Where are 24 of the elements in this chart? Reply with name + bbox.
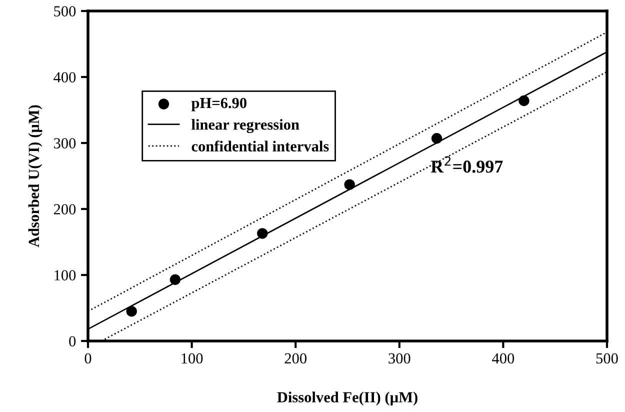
x-tick-label: 200: [284, 353, 306, 364]
legend-label: confidential intervals: [192, 140, 329, 152]
x-axis-title: Dissolved Fe(II) (µM): [277, 392, 418, 406]
y-tick-label: 0: [69, 336, 76, 346]
point: [257, 228, 268, 239]
x-tick-label: 100: [182, 353, 203, 364]
x-tick-label: 400: [492, 353, 514, 364]
x-tick-label: 500: [596, 353, 618, 364]
y-tick-label: 100: [54, 270, 76, 280]
x-tick-label: 300: [388, 353, 410, 364]
y-tick-label: 500: [54, 6, 76, 16]
point: [431, 133, 442, 144]
legend-label: linear regression: [192, 119, 300, 134]
y-tick-label: 200: [54, 204, 76, 214]
x-tick-label: 0: [84, 353, 92, 364]
annotation: R$^{2}$=0.997: [430, 156, 503, 173]
y-tick-label: 400: [54, 72, 76, 82]
point: [170, 274, 181, 285]
legend-label: pH=6.90: [191, 98, 246, 112]
point: [344, 179, 355, 190]
y-axis-title: Adsorbed U(VI) (µM): [28, 105, 42, 248]
point: [126, 306, 137, 317]
point: [518, 95, 530, 106]
y-tick-label: 300: [54, 138, 76, 148]
